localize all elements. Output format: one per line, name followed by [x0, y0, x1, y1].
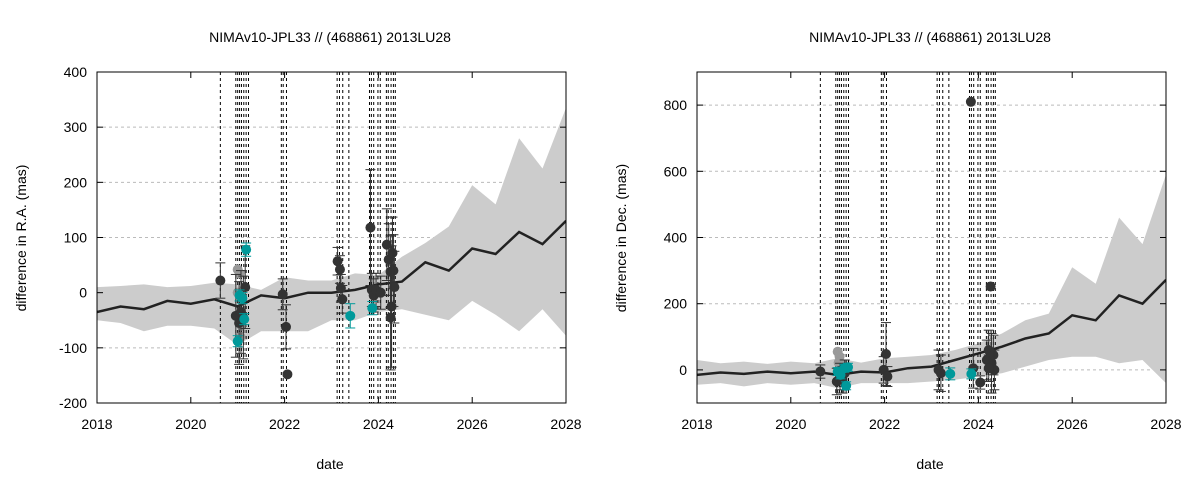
data-point: [334, 264, 345, 275]
y-tick-label: 0: [679, 362, 687, 378]
data-point: [381, 239, 392, 250]
data-point: [277, 289, 288, 300]
data-point: [240, 282, 251, 293]
x-tick-label: 2024: [963, 416, 994, 432]
y-tick-label: 100: [64, 230, 88, 246]
gaia-data-point: [966, 368, 977, 379]
residual-line: [697, 279, 1166, 377]
data-point: [385, 312, 396, 323]
y-tick-label: 0: [79, 285, 87, 301]
ra-panel: NIMAv10-JPL33 // (468861) 2013LU28 diffe…: [13, 29, 582, 472]
y-tick-label: 400: [64, 64, 88, 80]
y-tick-label: -100: [59, 340, 87, 356]
plot-content: [97, 72, 566, 403]
gaia-data-point: [232, 336, 243, 347]
data-point: [983, 363, 994, 374]
x-tick-label: 2026: [1057, 416, 1088, 432]
gaia-data-point: [945, 368, 956, 379]
data-point: [882, 371, 893, 382]
y-tick-label: 600: [664, 163, 688, 179]
x-tick-label: 2018: [681, 416, 712, 432]
data-point: [388, 265, 399, 276]
ra-chart-title: NIMAv10-JPL33 // (468861) 2013LU28: [209, 29, 451, 45]
data-point: [935, 368, 946, 379]
data-point: [365, 222, 376, 233]
y-tick-label: -200: [59, 395, 87, 411]
x-tick-label: 2020: [175, 416, 206, 432]
gaia-data-point: [241, 244, 252, 255]
y-tick-label: 300: [64, 119, 88, 135]
data-point: [965, 96, 976, 107]
x-tick-label: 2028: [550, 416, 581, 432]
residual-line: [97, 220, 566, 314]
data-point: [387, 247, 398, 258]
y-tick-label: 400: [664, 230, 688, 246]
x-tick-label: 2022: [869, 416, 900, 432]
y-tick-label: 800: [664, 97, 688, 113]
dec-y-axis-label: difference in Dec. (mas): [613, 164, 629, 312]
y-tick-label: 200: [664, 296, 688, 312]
data-point: [881, 349, 892, 360]
x-tick-label: 2024: [363, 416, 394, 432]
data-point: [975, 377, 986, 388]
gaia-data-point: [367, 303, 378, 314]
dec-panel: NIMAv10-JPL33 // (468861) 2013LU28 diffe…: [613, 29, 1182, 472]
data-point: [375, 287, 386, 298]
ra-plot-area: -200 -100 0 100 200 300 400 2018 2020 2022 2024 202…: [59, 64, 582, 432]
data-point: [985, 281, 996, 292]
x-tick-label: 2026: [457, 416, 488, 432]
x-tick-label: 2020: [775, 416, 806, 432]
dec-plot-area: 0 200 400 600 800 2018 2020 2022 2024 2026 2028: [664, 71, 1182, 432]
data-point: [281, 321, 292, 332]
uncertainty-band: [697, 174, 1166, 389]
data-point: [337, 294, 348, 305]
dec-x-axis-label: date: [916, 456, 943, 472]
data-point: [282, 369, 293, 380]
data-point: [815, 366, 826, 377]
data-point: [389, 282, 400, 293]
ra-y-axis-label: difference in R.A. (mas): [13, 165, 29, 312]
y-tick-label: 200: [64, 174, 88, 190]
gaia-data-point: [843, 362, 854, 373]
gaia-data-point: [345, 310, 356, 321]
x-tick-label: 2018: [81, 416, 112, 432]
dec-chart-title: NIMAv10-JPL33 // (468861) 2013LU28: [809, 29, 1051, 45]
ra-x-axis-label: date: [316, 456, 343, 472]
plot-content: [697, 72, 1166, 403]
gaia-data-point: [841, 380, 852, 391]
gaia-data-point: [239, 314, 250, 325]
data-point: [335, 283, 346, 294]
uncertainty-band: [97, 107, 566, 346]
x-tick-label: 2022: [269, 416, 300, 432]
data-point: [215, 275, 226, 286]
x-tick-label: 2028: [1150, 416, 1181, 432]
gaia-data-point: [237, 293, 248, 304]
